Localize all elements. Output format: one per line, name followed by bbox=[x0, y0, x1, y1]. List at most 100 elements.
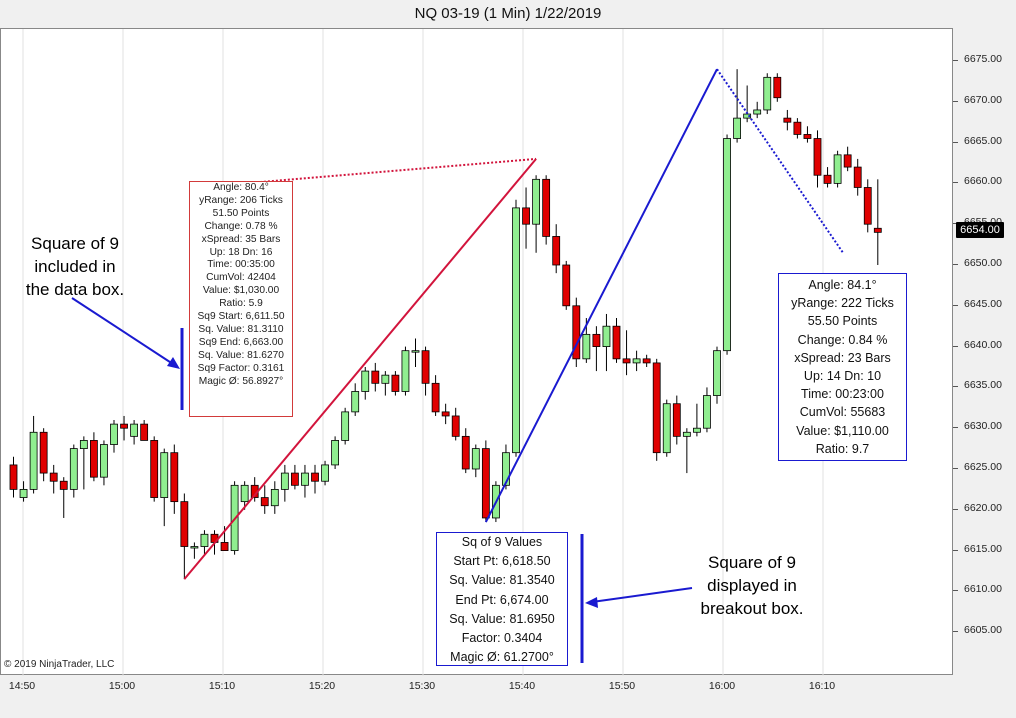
candle-down bbox=[843, 154, 852, 168]
candle-up bbox=[512, 207, 520, 454]
candle-up bbox=[240, 484, 249, 503]
candle-down bbox=[642, 358, 651, 364]
candle-down bbox=[813, 138, 822, 176]
time-tick-label: 15:40 bbox=[508, 680, 536, 692]
candle-up bbox=[632, 358, 641, 364]
candle-down bbox=[180, 501, 189, 547]
annotation-line: included in bbox=[34, 257, 116, 276]
annotation-line: breakout box. bbox=[700, 599, 804, 618]
candle-up bbox=[763, 76, 772, 111]
time-tick-label: 16:10 bbox=[808, 680, 836, 692]
breakout-box: Angle: 84.1° yRange: 222 Ticks 55.50 Point… bbox=[778, 273, 907, 461]
candle-down bbox=[793, 121, 802, 135]
square-of-nine-box: Sq of 9 Values Start Pt: 6,618.50 Sq. Valu… bbox=[436, 532, 568, 666]
candle-up bbox=[401, 350, 410, 392]
price-tick-mark bbox=[953, 631, 958, 633]
candle-down bbox=[120, 423, 128, 429]
candle-down bbox=[290, 472, 299, 486]
sq9-box-line: Start Pt: 6,618.50 bbox=[453, 554, 551, 569]
data-box-line: Sq9 Factor: 0.3161 bbox=[197, 362, 285, 374]
price-tick-label: 6670.00 bbox=[964, 93, 1002, 106]
candle-up bbox=[602, 325, 611, 348]
red-trend-line bbox=[183, 158, 537, 580]
price-tick-label: 6625.00 bbox=[964, 461, 1002, 473]
data-box-line: Time: 00:35:00 bbox=[207, 259, 275, 271]
red-dotted-connector bbox=[243, 157, 537, 185]
price-tick-label: 6635.00 bbox=[964, 379, 1002, 392]
candle-up bbox=[743, 113, 752, 119]
candle-down bbox=[481, 448, 490, 519]
candle-up bbox=[723, 138, 731, 352]
breakout-box-line: Change: 0.84 % bbox=[797, 332, 888, 347]
candle-up bbox=[582, 333, 591, 360]
candle-up bbox=[361, 370, 370, 392]
candle-down bbox=[150, 440, 159, 498]
candle-up bbox=[321, 464, 329, 482]
data-box: Angle: 80.4° yRange: 206 Ticks 51.50 Point… bbox=[189, 181, 293, 417]
candle-down bbox=[421, 350, 430, 384]
candle-down bbox=[391, 374, 400, 392]
candle-down bbox=[140, 423, 149, 441]
price-tick-mark bbox=[953, 345, 958, 347]
candle-down bbox=[371, 370, 380, 384]
candle-down bbox=[592, 333, 601, 347]
candle-up bbox=[833, 154, 842, 184]
annotation-data-box: Square of 9 included in the data box. bbox=[10, 232, 140, 301]
candle-down bbox=[59, 480, 68, 490]
candle-down bbox=[672, 403, 681, 437]
price-tick-mark bbox=[953, 60, 958, 61]
candle-up bbox=[381, 374, 390, 384]
candle-down bbox=[552, 236, 561, 266]
price-tick-label: 6640.00 bbox=[964, 338, 1002, 351]
sq9-box-line: End Pt: 6,674.00 bbox=[455, 592, 549, 607]
sq9-box-line: Factor: 0.3404 bbox=[461, 631, 543, 646]
time-tick-label: 14:50 bbox=[8, 680, 36, 692]
candle-down bbox=[612, 325, 621, 360]
data-box-line: 51.50 Points bbox=[212, 207, 270, 219]
breakout-box-line: yRange: 222 Ticks bbox=[791, 296, 894, 311]
price-tick-mark bbox=[953, 304, 958, 306]
candle-down bbox=[311, 472, 319, 482]
breakout-box-line: 55.50 Points bbox=[807, 314, 878, 329]
candle-up bbox=[160, 452, 169, 498]
price-tick-label: 6610.00 bbox=[964, 583, 1002, 596]
breakout-box-line: Value: $1,110.00 bbox=[796, 423, 889, 438]
price-tick-mark bbox=[953, 549, 958, 551]
data-box-line: Sq. Value: 81.6270 bbox=[198, 349, 284, 361]
candle-up bbox=[331, 440, 340, 466]
last-price-marker: 6654.00 bbox=[956, 222, 1004, 238]
candle-up bbox=[411, 350, 420, 353]
candle-down bbox=[863, 187, 872, 225]
candle-down bbox=[451, 415, 460, 437]
candlestick-chart bbox=[9, 29, 882, 676]
data-box-line: yRange: 206 Ticks bbox=[199, 194, 283, 206]
candle-down bbox=[220, 542, 229, 552]
candle-down bbox=[542, 178, 551, 237]
data-box-line: Value: $1,030.00 bbox=[202, 285, 280, 297]
annotation-breakout-box: Square of 9 displayed in breakout box. bbox=[682, 551, 822, 620]
candle-up bbox=[733, 117, 741, 139]
candle-up bbox=[100, 444, 108, 478]
price-tick-mark bbox=[953, 182, 958, 184]
candle-down bbox=[9, 464, 18, 490]
candle-down bbox=[90, 440, 98, 478]
time-tick-label: 15:10 bbox=[208, 680, 236, 692]
candle-up bbox=[110, 423, 118, 445]
candle-down bbox=[652, 362, 661, 454]
candle-down bbox=[853, 166, 862, 188]
candle-down bbox=[39, 431, 48, 474]
candle-down bbox=[431, 382, 440, 413]
breakout-box-line: xSpread: 23 Bars bbox=[794, 350, 891, 365]
candle-down bbox=[622, 358, 631, 364]
candle-up bbox=[341, 411, 350, 441]
breakout-box-line: Ratio: 9.7 bbox=[815, 441, 870, 456]
candle-up bbox=[471, 448, 480, 470]
price-tick-mark bbox=[953, 590, 958, 592]
candle-up bbox=[662, 403, 671, 454]
data-box-line: Sq. Value: 81.3110 bbox=[198, 323, 284, 335]
annotation-line: displayed in bbox=[707, 576, 797, 595]
blue-trend-line bbox=[484, 68, 718, 523]
price-tick-mark bbox=[953, 468, 958, 469]
price-tick-mark bbox=[953, 508, 958, 510]
time-tick-label: 15:20 bbox=[308, 680, 336, 692]
